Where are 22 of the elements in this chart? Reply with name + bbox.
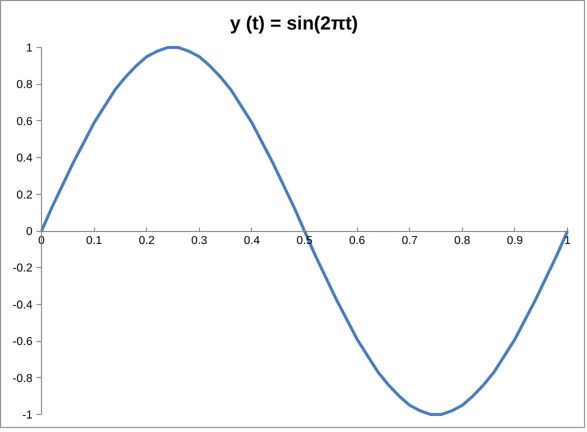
- x-tick-label: 0.6: [349, 235, 366, 247]
- y-tick-label: -0.2: [12, 262, 33, 275]
- x-tick-label: 0.8: [454, 235, 470, 247]
- x-tick-label: 0.3: [191, 235, 208, 247]
- y-tick-label: 0.6: [16, 116, 33, 128]
- x-tick-label: 0.4: [244, 235, 260, 247]
- line-series: [40, 46, 569, 416]
- y-tick-label: 0.8: [16, 79, 33, 92]
- x-tick-label: 1: [564, 235, 571, 247]
- y-tick-label: 0.4: [16, 152, 34, 165]
- x-tick-label: 0.7: [402, 235, 418, 247]
- y-tick-label: 0: [26, 226, 33, 238]
- y-tick-label: -0.6: [12, 336, 33, 348]
- chart-title: y (t) = sin(2πt): [230, 14, 358, 34]
- x-tick-label: 0.2: [138, 235, 155, 247]
- y-tick-label: 1: [26, 42, 33, 54]
- y-tick-label: -1: [22, 410, 33, 422]
- y-tick-label: -0.4: [12, 299, 34, 312]
- x-tick-label: 0.1: [86, 235, 102, 247]
- y-tick-label: 0.2: [16, 189, 33, 202]
- x-tick-label: 0.9: [506, 235, 523, 247]
- y-tick-label: -0.8: [12, 372, 33, 385]
